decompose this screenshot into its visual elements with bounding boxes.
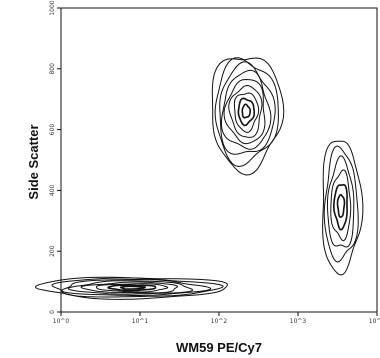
y-tick-label: 800: [49, 63, 56, 75]
contour-line: [322, 140, 364, 276]
contour-line: [214, 57, 279, 167]
contour-layer: [35, 57, 364, 300]
contour-line: [95, 283, 169, 293]
y-tick-label: 400: [49, 184, 56, 196]
x-tick-label: 10^1: [132, 318, 149, 325]
contour-line: [51, 277, 224, 298]
contour-line: [35, 276, 228, 300]
contour-line: [323, 145, 359, 263]
contour-line: [119, 285, 146, 290]
x-tick-label: 10^3: [290, 318, 307, 325]
plot-frame: [60, 7, 378, 313]
contour-line: [237, 97, 255, 127]
contour-line: [333, 183, 348, 231]
contour-line: [211, 57, 285, 176]
contour-line: [330, 169, 352, 242]
x-tick-label: 10^2: [211, 318, 228, 325]
contour-line: [228, 85, 263, 138]
y-tick-label: 0: [49, 310, 56, 314]
contour-line: [233, 92, 260, 133]
y-tick-label: 200: [49, 245, 56, 257]
contour-line: [241, 103, 251, 119]
y-axis-ticks: 0 200 400 600 800 1000: [49, 0, 61, 314]
contour-line: [219, 61, 276, 155]
contour-line: [107, 284, 157, 292]
contour-line: [80, 281, 178, 294]
x-tick-label: 10^4: [369, 318, 380, 325]
contour-line: [223, 79, 266, 145]
y-tick-label: 600: [49, 124, 56, 136]
y-tick-label: 1000: [49, 0, 56, 15]
contour-line: [336, 193, 346, 218]
x-axis-ticks: 10^0 10^1 10^2 10^3 10^4: [53, 312, 380, 325]
contour-line: [67, 280, 194, 295]
y-axis-title: Side Scatter: [26, 124, 41, 199]
contour-line: [327, 155, 355, 248]
x-axis-title: WM59 PE/Cy7: [176, 340, 262, 355]
x-tick-label: 10^0: [53, 318, 70, 325]
